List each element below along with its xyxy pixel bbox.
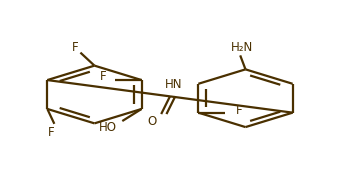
Text: HN: HN — [165, 78, 182, 91]
Text: F: F — [72, 40, 79, 53]
Text: H₂N: H₂N — [231, 41, 253, 54]
Text: F: F — [100, 70, 106, 83]
Text: F: F — [235, 104, 242, 117]
Text: HO: HO — [99, 121, 117, 134]
Text: O: O — [148, 115, 157, 128]
Text: F: F — [47, 126, 54, 139]
